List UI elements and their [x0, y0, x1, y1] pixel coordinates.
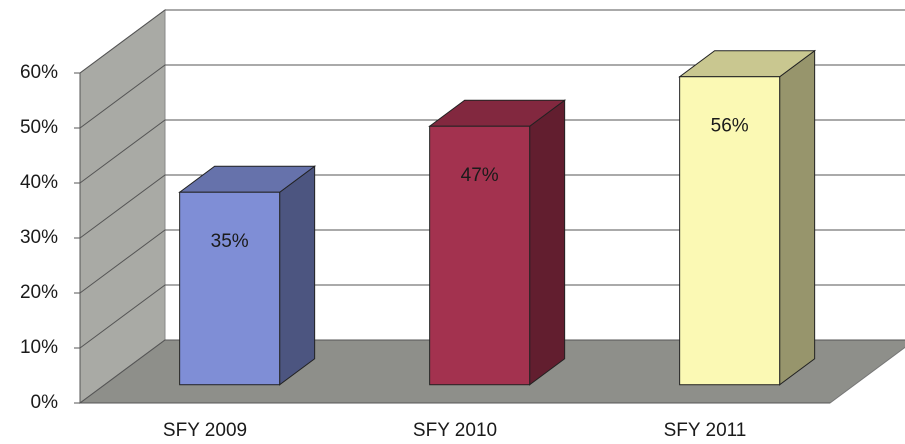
x-tick-label: SFY 2011 — [664, 420, 747, 441]
bar — [429, 125, 531, 386]
y-tick-label: 0% — [31, 392, 59, 413]
value-label: 35% — [211, 231, 249, 252]
grid-line — [79, 9, 905, 74]
y-tick-label: 40% — [20, 172, 58, 193]
grid-line — [79, 119, 905, 184]
y-tick-label: 30% — [20, 227, 58, 248]
bar-side — [779, 49, 816, 386]
y-tick-label: 60% — [20, 62, 58, 83]
y-tick-label: 20% — [20, 282, 58, 303]
grid-line — [79, 339, 905, 404]
grid-line — [79, 64, 905, 129]
grid-line — [79, 174, 905, 239]
bar — [179, 191, 281, 386]
bar-side — [279, 165, 316, 386]
grid-line — [79, 229, 905, 294]
y-tick-label: 50% — [20, 117, 58, 138]
grid-line — [79, 284, 905, 349]
value-label: 56% — [711, 116, 749, 137]
y-tick-label: 10% — [20, 337, 58, 358]
bar — [679, 76, 781, 386]
x-tick-label: SFY 2009 — [163, 420, 247, 441]
bar-side — [529, 99, 566, 386]
x-tick-label: SFY 2010 — [413, 420, 497, 441]
value-label: 47% — [461, 165, 499, 186]
